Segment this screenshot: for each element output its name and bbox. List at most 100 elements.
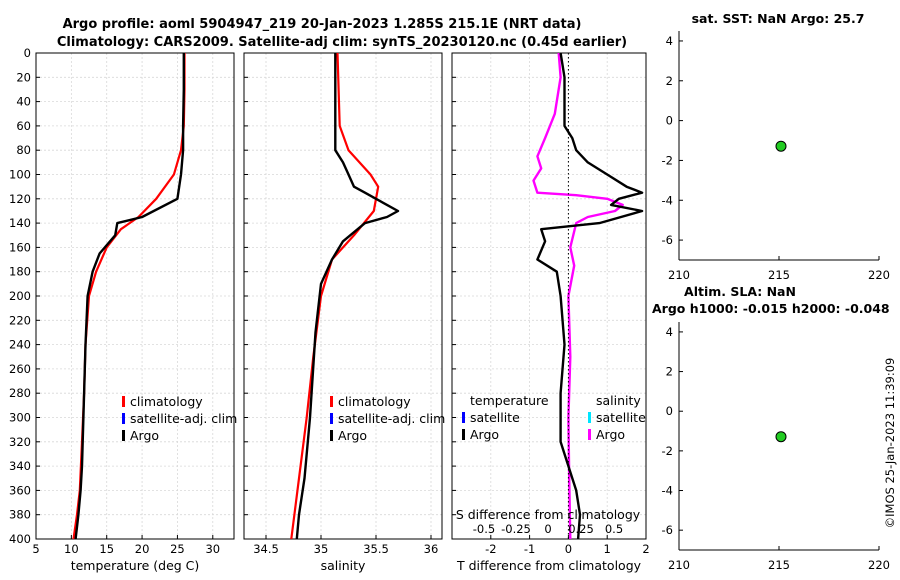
plots-layer: 5 10 15 20 25 3002040608010012014016018020022…: [9, 31, 890, 573]
legend-temperature-label: satellite: [470, 410, 520, 425]
temperature-xtick-label: 5: [32, 542, 39, 556]
difference-xtick-label: 1: [604, 542, 611, 556]
sla-ytick-label: 0: [666, 404, 673, 418]
sst-panel-title: sat. SST: NaN Argo: 25.7: [692, 11, 865, 26]
sla-ytick-label: -6: [662, 523, 673, 537]
temperature-legend-swatch: [122, 413, 125, 424]
temperature-xtick-label: 10: [64, 542, 79, 556]
legend-salinity-title: salinity: [596, 393, 641, 408]
legend-salinity-swatch: [588, 412, 591, 423]
temperature-ytick-label: 400: [9, 532, 31, 546]
sst-ytick-label: -2: [662, 153, 673, 167]
difference-xlabel: T difference from climatology: [456, 558, 642, 573]
temperature-series-argo: [74, 53, 186, 540]
sla-xtick-label: 215: [768, 558, 790, 572]
difference-top-tick-label: -0.5: [473, 522, 495, 536]
difference-top-xlabel: S difference from climatology: [456, 507, 641, 522]
temperature-ytick-label: 140: [9, 216, 31, 230]
difference-top-tick-label: 0.5: [605, 522, 623, 536]
sla-point: [775, 431, 787, 443]
temperature-ytick-label: 0: [24, 46, 31, 60]
sst-ytick-label: 0: [666, 114, 673, 128]
temperature-legend-label: Argo: [130, 428, 159, 443]
difference-series-argo-temperature: [536, 52, 644, 540]
salinity-xtick-label: 35.5: [363, 542, 389, 556]
temperature-xlabel: temperature (deg C): [71, 558, 200, 573]
temperature-legend-swatch: [122, 430, 125, 441]
temperature-ytick-label: 160: [9, 240, 31, 254]
sst-xtick-label: 215: [768, 268, 790, 282]
legend-temperature-swatch: [462, 412, 465, 423]
salinity-legend-label: climatology: [338, 394, 411, 409]
temperature-ytick-label: 220: [9, 313, 31, 327]
sst-ytick-label: -4: [662, 193, 673, 207]
imos-timestamp: ©IMOS 25-Jan-2023 11:39:09: [883, 358, 897, 529]
figure-title-line2: Climatology: CARS2009. Satellite-adj cli…: [57, 35, 627, 50]
temperature-ytick-label: 360: [9, 483, 31, 497]
sla-xtick-label: 220: [868, 558, 890, 572]
salinity-series-argo: [295, 53, 400, 540]
salinity-xtick-label: 36: [424, 542, 439, 556]
legend-salinity-label: satellite: [596, 410, 646, 425]
sst-xtick-label: 210: [668, 268, 690, 282]
sst-ytick-label: 2: [666, 74, 673, 88]
salinity-xtick-label: 35: [314, 542, 329, 556]
legend-temperature-label: Argo: [470, 427, 499, 442]
temperature-ytick-label: 300: [9, 411, 31, 425]
difference-top-tick-label: -0.25: [501, 522, 531, 536]
temperature-panel: 5 10 15 20 25 3002040608010012014016018020022…: [9, 46, 237, 573]
sla-panel: 4 2 0 -2 -4 -6 210 215 220: [662, 322, 890, 572]
difference-top-tick-label: 0.25: [568, 522, 594, 536]
temperature-ytick-label: 80: [16, 143, 31, 157]
temperature-xtick-label: 20: [135, 542, 150, 556]
temperature-ytick-label: 60: [16, 119, 31, 133]
temperature-ytick-label: 260: [9, 362, 31, 376]
temperature-xtick-label: 25: [170, 542, 185, 556]
temperature-ytick-label: 200: [9, 289, 31, 303]
temperature-xtick-label: 30: [205, 542, 220, 556]
sla-ytick-label: -4: [662, 484, 673, 498]
temperature-ytick-label: 100: [9, 168, 31, 182]
legend-salinity-swatch: [588, 429, 591, 440]
difference-panel: -2 -1 0 1 2T difference from climatology S di…: [451, 52, 650, 573]
temperature-legend-label: satellite-adj. clim: [130, 411, 237, 426]
temperature-ytick-label: 340: [9, 459, 31, 473]
sla-ytick-label: -2: [662, 444, 673, 458]
temperature-legend-swatch: [122, 396, 125, 407]
sla-panel-title-2: Argo h1000: -0.015 h2000: -0.048: [652, 301, 890, 316]
sst-ytick-label: -6: [662, 233, 673, 247]
legend-temperature-swatch: [462, 429, 465, 440]
difference-xtick-label: 0: [565, 542, 572, 556]
sla-panel-title-1: Altim. SLA: NaN: [684, 284, 796, 299]
sst-point: [775, 140, 787, 152]
difference-xtick-label: 2: [642, 542, 649, 556]
temperature-ytick-label: 40: [16, 95, 31, 109]
temperature-ytick-label: 120: [9, 192, 31, 206]
salinity-legend-label: Argo: [338, 428, 367, 443]
sst-panel: 4 2 0 -2 -4 -6 210 215 220: [662, 31, 890, 282]
temperature-ytick-label: 320: [9, 435, 31, 449]
salinity-legend-swatch: [330, 396, 333, 407]
temperature-ytick-label: 180: [9, 265, 31, 279]
salinity-legend-swatch: [330, 430, 333, 441]
sst-ytick-label: 4: [666, 34, 673, 48]
sst-xtick-label: 220: [868, 268, 890, 282]
difference-series-argo-salinity: [532, 52, 624, 540]
temperature-ytick-label: 380: [9, 508, 31, 522]
difference-xtick-label: -2: [485, 542, 496, 556]
figure-title-line1: Argo profile: aoml 5904947_219 20-Jan-20…: [63, 17, 582, 32]
salinity-legend-swatch: [330, 413, 333, 424]
salinity-xtick-label: 34.5: [253, 542, 279, 556]
sla-ytick-label: 2: [666, 365, 673, 379]
temperature-legend-label: climatology: [130, 394, 203, 409]
temperature-ytick-label: 240: [9, 338, 31, 352]
temperature-xtick-label: 15: [99, 542, 114, 556]
salinity-xlabel: salinity: [321, 558, 366, 573]
legend-salinity-label: Argo: [596, 427, 625, 442]
sla-ytick-label: 4: [666, 325, 673, 339]
temperature-ytick-label: 20: [16, 70, 31, 84]
difference-xtick-label: -1: [524, 542, 535, 556]
sla-xtick-label: 210: [668, 558, 690, 572]
